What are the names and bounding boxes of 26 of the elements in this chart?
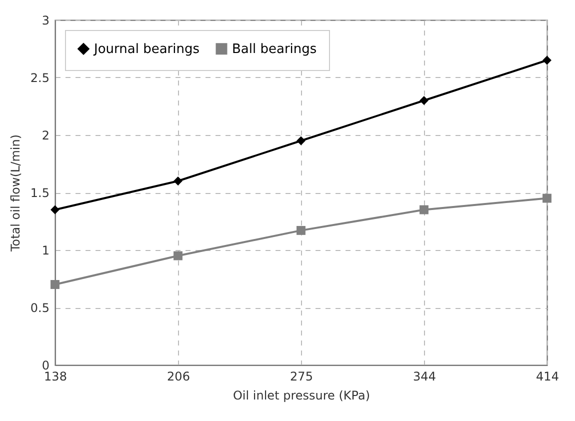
y-tick-label: 1 [42, 244, 50, 258]
legend-label: Journal bearings [93, 42, 200, 57]
point [50, 205, 60, 214]
x-tick-label: 414 [536, 370, 559, 384]
point [542, 56, 552, 65]
x-tick-label: 138 [44, 370, 67, 384]
point [420, 205, 428, 214]
y-tick-label: 0 [42, 358, 50, 372]
x-axis-title: Oil inlet pressure (KPa) [232, 388, 370, 402]
y-tick-label: 2.5 [30, 71, 50, 85]
point [174, 176, 182, 186]
x-tick-label: 206 [167, 370, 190, 384]
x-tick-label: 275 [290, 370, 313, 384]
y-tick-label: 0.5 [30, 301, 50, 315]
x-tick-label: 344 [413, 370, 436, 384]
point [296, 226, 306, 235]
point [50, 280, 60, 289]
y-tick-label: 2 [42, 128, 50, 142]
point [420, 96, 428, 105]
y-axis-title: Total oil flow(L/min) [8, 134, 22, 253]
y-tick-label: 1.5 [30, 186, 50, 200]
point [174, 251, 182, 260]
point [542, 194, 552, 203]
point [296, 136, 306, 146]
legend-label: Ball bearings [232, 42, 317, 57]
y-tick-label: 3 [42, 14, 50, 28]
